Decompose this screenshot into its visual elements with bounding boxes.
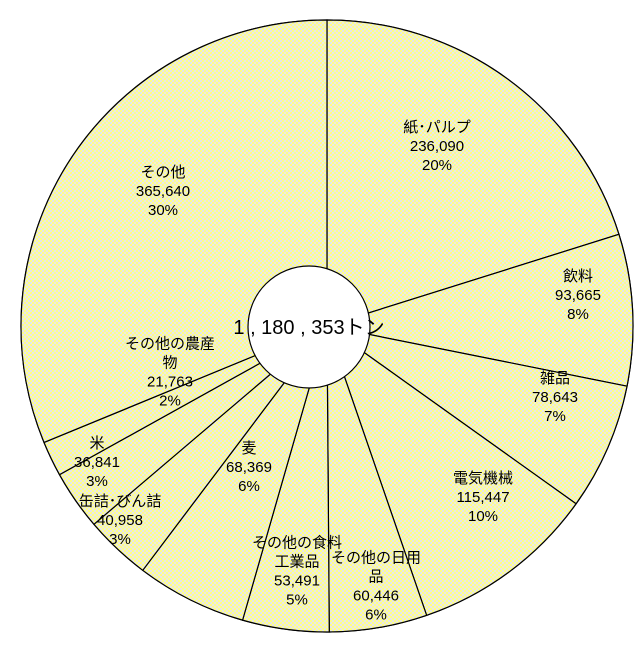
slice-name-text: その他の食料 — [252, 535, 342, 552]
slice-percent-text: 2% — [159, 393, 181, 410]
slice-label: その他 365,640 30% — [136, 164, 190, 219]
slice-name-text: 麦 — [241, 440, 256, 457]
pie-slices — [20, 19, 634, 633]
slice-percent-text: 20% — [422, 157, 452, 174]
slice-name-text: 缶詰･びん詰 — [79, 493, 162, 510]
pie-labels: 紙･パルプ 236,090 20% 飲料 93,665 8% 雑品 78,643 7% 電気機械 1… — [74, 119, 601, 624]
pie-slice — [326, 19, 620, 327]
slice-label: 紙･パルプ 236,090 20% — [403, 119, 471, 174]
slice-name-text: 紙･パルプ — [403, 119, 471, 136]
center-hole — [247, 265, 371, 389]
slice-value-text: 40,958 — [97, 512, 143, 529]
slice-percent-text: 6% — [238, 478, 260, 495]
slice-label: 雑品 78,643 7% — [532, 370, 578, 425]
slice-percent-text: 5% — [286, 592, 308, 609]
slice-value-text: 236,090 — [410, 138, 464, 155]
slice-value-text: 93,665 — [555, 287, 601, 304]
pie-slice — [325, 324, 577, 617]
slice-label: 麦 68,369 6% — [226, 440, 272, 495]
slice-percent-text: 10% — [468, 508, 498, 525]
slice-name-text: 米 — [89, 435, 104, 452]
slice-value-text: 115,447 — [456, 489, 509, 506]
slice-name-text: その他の農産 — [125, 336, 215, 353]
slice-label: 飲料 93,665 8% — [555, 268, 601, 323]
slice-label: 電気機械 115,447 10% — [453, 470, 513, 525]
slice-percent-text: 8% — [567, 306, 589, 323]
slice-value-text: 365,640 — [136, 183, 190, 200]
slice-name-text: 雑品 — [540, 370, 570, 387]
slice-percent-text: 7% — [544, 408, 566, 425]
slice-percent-text: 30% — [148, 202, 178, 219]
slice-value-text: 60,446 — [353, 588, 399, 605]
slice-percent-text: 6% — [365, 607, 387, 624]
slice-value-text: 78,643 — [532, 389, 578, 406]
slice-value-text: 36,841 — [74, 454, 120, 471]
slice-value-text: 68,369 — [226, 459, 272, 476]
slice-name-text: その他 — [140, 164, 185, 181]
slice-percent-text: 3% — [86, 473, 108, 490]
slice-percent-text: 3% — [109, 531, 131, 548]
center-total-label: 1 , 180 , 353トン — [233, 317, 384, 339]
slice-name-text: 飲料 — [563, 268, 593, 285]
slice-name-text: 品 — [368, 569, 383, 586]
pie-slice — [326, 325, 628, 505]
slice-name-text: 工業品 — [274, 554, 319, 571]
pie-slice — [326, 233, 634, 387]
slice-name-text: 電気機械 — [453, 470, 513, 487]
slice-name-text: 物 — [162, 355, 177, 372]
slice-value-text: 21,763 — [147, 374, 193, 391]
slice-value-text: 53,491 — [274, 573, 320, 590]
slice-label: 缶詰･びん詰 40,958 3% — [79, 493, 162, 548]
slice-name-text: その他の日用 — [331, 550, 421, 567]
slice-label: 米 36,841 3% — [74, 435, 120, 490]
